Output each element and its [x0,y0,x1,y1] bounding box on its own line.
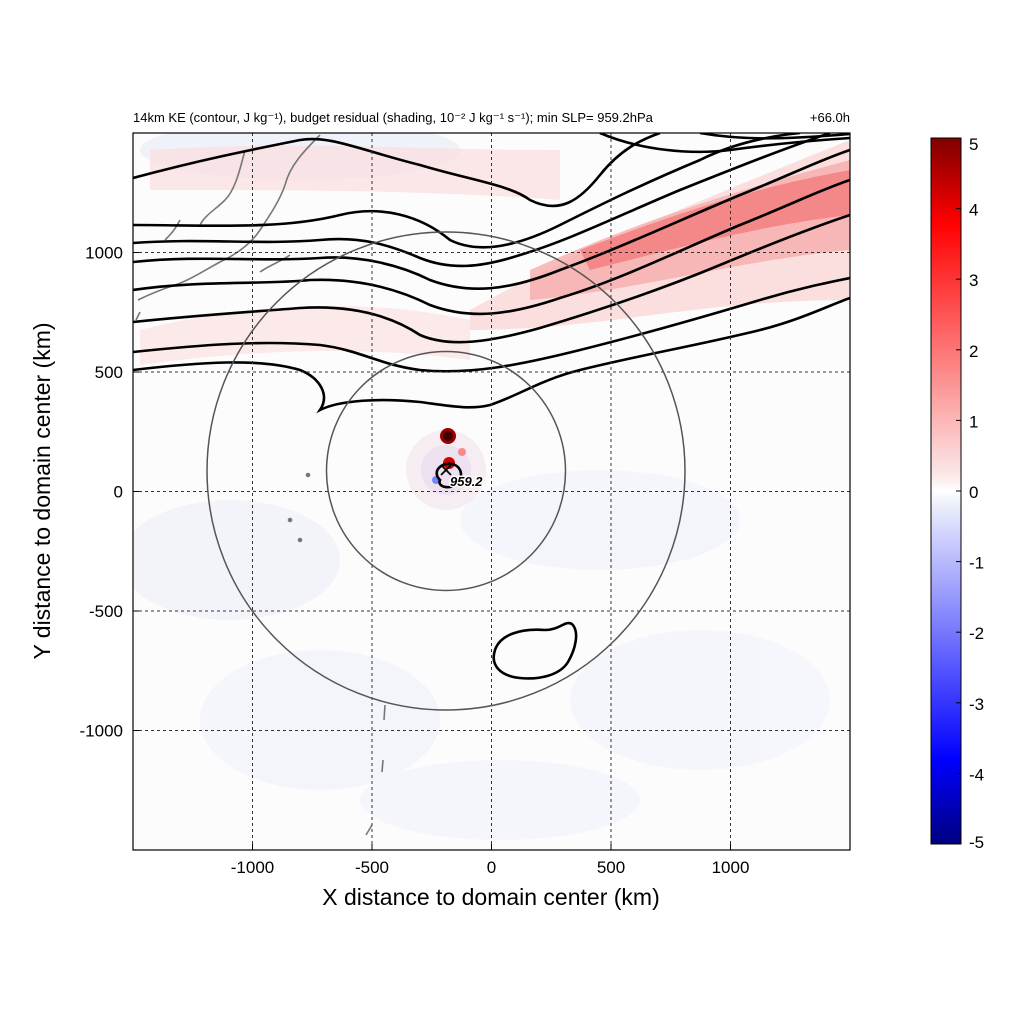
radius-rings [206,231,686,711]
x-tick-label: 500 [597,858,625,877]
colorbar-tick-label: -4 [969,765,984,784]
x-tick-label: 1000 [712,858,750,877]
y-tick-label: 0 [114,483,123,502]
x-axis-label: X distance to domain center (km) [322,884,659,910]
chart-title: 14km KE (contour, J kg⁻¹), budget residu… [133,110,654,125]
colorbar-ticks: 5 4 3 2 1 0 -1 -2 -3 -4 -5 [956,135,984,852]
y-tick-label: 500 [95,363,123,382]
colorbar-tick-label: 3 [969,271,978,290]
colorbar-tick-label: 4 [969,201,978,220]
colorbar-tick-label: 0 [969,483,978,502]
colorbar-tick-label: -5 [969,833,984,852]
colorbar: 5 4 3 2 1 0 -1 -2 -3 -4 -5 [930,135,984,852]
storm-center-marker: 959.2 [440,464,485,491]
y-axis-ticks: -1000 -500 0 500 1000 [80,244,139,741]
colorbar-tick-label: -2 [969,624,984,643]
colorbar-tick-label: 1 [969,412,978,431]
colorbar-tick-label: 5 [969,135,978,154]
plot-area: 959.2 [133,133,850,850]
time-label: +66.0h [810,110,850,125]
colorbar-tick-label: -3 [969,695,984,714]
ring-500km [325,350,567,592]
colorbar-tick-label: -1 [969,554,984,573]
y-tick-label: -500 [89,602,123,621]
x-tick-label: -1000 [231,858,274,877]
x-tick-label: -500 [355,858,389,877]
ring-1000km [206,231,686,711]
y-axis-label: Y distance to domain center (km) [29,322,55,659]
colorbar-tick-label: 2 [969,342,978,361]
y-tick-label: -1000 [80,722,123,741]
min-slp-label: 959.2 [450,474,483,489]
y-tick-label: 1000 [85,244,123,263]
x-axis-ticks: -1000 -500 0 500 1000 [231,844,750,877]
x-tick-label: 0 [487,858,496,877]
ke-contours [133,133,850,680]
